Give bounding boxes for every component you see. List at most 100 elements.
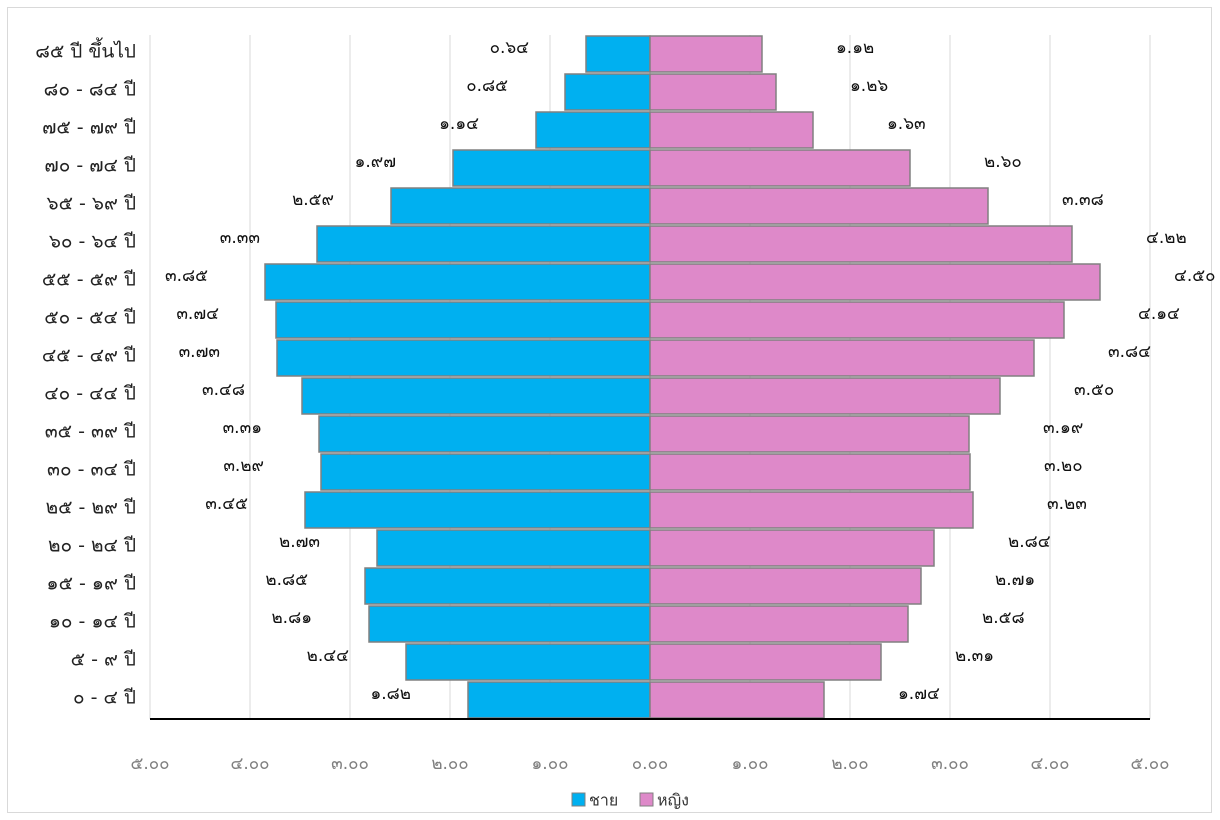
legend: ชาย หญิง <box>571 791 689 810</box>
data-label-female: ๔.๕๐ <box>1174 266 1216 286</box>
data-labels: ๑.๘๒ ๑.๗๔ ๒.๔๔ ๒.๓๑ ๒.๘๑ ๒.๕๘ ๒.๘๕ ๒.๗๑ ๒.๗๓ ๒.๘๔… <box>165 38 1216 704</box>
bar-male <box>390 187 651 225</box>
data-label-male: ๓.๔๕ <box>205 494 248 514</box>
category-label: ๖๐ - ๖๔ ปี <box>49 231 136 253</box>
bar-female <box>649 681 825 719</box>
category-label: ๕๕ - ๕๙ ปี <box>42 269 136 291</box>
data-label-female: ๒.๖๐ <box>984 152 1022 172</box>
legend-swatch <box>571 792 586 807</box>
category-label: ๒๐ - ๒๔ ปี <box>48 535 136 557</box>
data-label-female: ๒.๘๔ <box>1008 532 1051 552</box>
data-label-female: ๓.๒๐ <box>1044 456 1083 476</box>
x-tick-label: ๕.๐๐ <box>1130 754 1169 774</box>
x-tick-label: ๓.๐๐ <box>931 754 969 774</box>
category-label: ๗๐ - ๗๔ ปี <box>44 155 136 177</box>
data-label-male: ๓.๗๔ <box>176 304 219 324</box>
x-tick-label: ๒.๐๐ <box>431 754 468 774</box>
bar-male <box>316 225 651 263</box>
category-label: ๑๐ - ๑๔ ปี <box>49 611 136 633</box>
category-label: ๔๐ - ๔๔ ปี <box>44 383 136 405</box>
x-tick-label: ๔.๐๐ <box>230 754 269 774</box>
data-label-male: ๑.๑๔ <box>439 114 479 134</box>
data-label-female: ๑.๖๓ <box>887 114 926 134</box>
data-label-female: ๑.๗๔ <box>898 684 940 704</box>
data-label-male: ๓.๗๓ <box>179 342 220 362</box>
bar-male <box>275 301 651 339</box>
x-tick-label: ๒.๐๐ <box>831 754 868 774</box>
data-label-female: ๒.๗๑ <box>995 570 1035 590</box>
category-label: ๘๕ ปี ขึ้นไป <box>35 38 136 63</box>
data-label-female: ๓.๕๐ <box>1074 380 1114 400</box>
category-labels: ๐ - ๔ ปี ๕ - ๙ ปี ๑๐ - ๑๔ ปี ๑๕ - ๑๙ ปี ๒๐ -… <box>35 38 136 709</box>
gridlines <box>149 35 1151 719</box>
data-label-female: ๓.๓๘ <box>1062 190 1104 210</box>
x-tick-label: ๑.๐๐ <box>532 754 569 774</box>
data-label-male: ๑.๙๗ <box>355 152 396 172</box>
data-label-male: ๓.๒๙ <box>223 456 264 476</box>
data-label-male: ๓.๓๑ <box>223 418 262 438</box>
data-label-male: ๓.๓๓ <box>220 228 260 248</box>
data-label-female: ๑.๒๖ <box>850 76 888 96</box>
data-label-male: ๒.๔๔ <box>307 646 349 666</box>
x-tick-label: ๕.๐๐ <box>130 754 169 774</box>
data-label-male: ๐.๘๕ <box>466 76 508 96</box>
bar-male <box>301 377 651 415</box>
data-label-male: ๒.๗๓ <box>279 532 320 552</box>
x-tick-label: ๑.๐๐ <box>732 754 769 774</box>
bar-female <box>649 453 971 491</box>
data-label-female: ๓.๑๙ <box>1043 418 1083 438</box>
data-label-male: ๓.๘๕ <box>165 266 208 286</box>
legend-label: หญิง <box>657 791 689 810</box>
x-tick-label: ๓.๐๐ <box>331 754 369 774</box>
legend-swatch <box>639 792 654 807</box>
bar-male <box>318 415 651 453</box>
data-label-male: ๒.๘๑ <box>271 608 312 628</box>
bars <box>264 35 1101 719</box>
category-label: ๗๕ - ๗๙ ปี <box>42 117 136 139</box>
bar-female <box>649 339 1035 377</box>
data-label-male: ๓.๔๘ <box>202 380 245 400</box>
bar-female <box>649 377 1001 415</box>
bar-male <box>304 491 651 529</box>
chart-frame <box>7 7 1212 813</box>
category-label: ๖๕ - ๖๙ ปี <box>47 193 136 215</box>
bar-male <box>535 111 651 149</box>
bar-male <box>376 529 651 567</box>
category-label: ๐ - ๔ ปี <box>73 687 136 709</box>
category-label: ๔๕ - ๔๙ ปี <box>42 345 136 367</box>
data-label-female: ๔.๑๔ <box>1138 304 1180 324</box>
data-label-female: ๓.๘๔ <box>1108 342 1151 362</box>
bar-female <box>649 263 1101 301</box>
bar-female <box>649 73 777 111</box>
category-label: ๓๐ - ๓๔ ปี <box>47 459 136 481</box>
bar-female <box>649 225 1073 263</box>
bar-female <box>649 35 763 73</box>
data-label-male: ๐.๖๔ <box>490 38 530 58</box>
x-tick-label: ๔.๐๐ <box>1030 754 1069 774</box>
bar-male <box>264 263 651 301</box>
data-label-female: ๓.๒๓ <box>1047 494 1087 514</box>
category-label: ๓๕ - ๓๙ ปี <box>45 421 136 443</box>
bar-female <box>649 605 909 643</box>
category-label: ๒๕ - ๒๙ ปี <box>46 497 136 519</box>
bar-female <box>649 187 989 225</box>
data-label-female: ๒.๓๑ <box>955 646 994 666</box>
data-label-female: ๑.๑๒ <box>836 38 874 58</box>
data-label-male: ๑.๘๒ <box>370 684 411 704</box>
bar-male <box>585 35 651 73</box>
category-label: ๘๐ - ๘๔ ปี <box>44 79 136 101</box>
bar-male <box>368 605 651 643</box>
category-label: ๑๕ - ๑๙ ปี <box>47 573 136 595</box>
data-label-male: ๒.๕๙ <box>292 190 334 210</box>
bar-male <box>564 73 651 111</box>
category-label: ๕ - ๙ ปี <box>71 649 136 671</box>
data-label-female: ๔.๒๒ <box>1146 228 1187 248</box>
bar-male <box>364 567 651 605</box>
bar-female <box>649 529 935 567</box>
bar-male <box>320 453 651 491</box>
x-tick-label: ๐.๐๐ <box>632 754 669 774</box>
bar-female <box>649 491 974 529</box>
bar-female <box>649 415 970 453</box>
data-label-female: ๒.๕๘ <box>982 608 1025 628</box>
